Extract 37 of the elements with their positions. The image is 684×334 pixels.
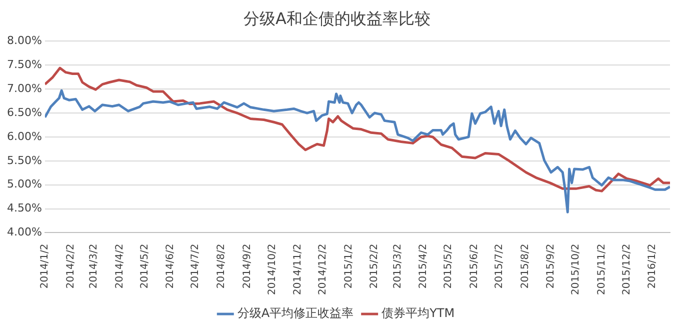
x-tick-label: 2015/11/2: [596, 244, 608, 296]
x-tick-label: 2015/8/2: [520, 244, 531, 289]
x-tick-label: 2016/1/2: [647, 244, 658, 289]
x-tick-label: 2015/6/2: [469, 244, 480, 289]
y-tick-label: 7.50%: [6, 58, 42, 71]
y-tick-label: 6.50%: [6, 106, 42, 119]
x-tick-label: 2014/7/2: [190, 244, 202, 289]
x-tick-label: 2014/9/2: [242, 244, 253, 289]
y-tick-label: 6.00%: [6, 130, 42, 143]
y-tick-label: 4.50%: [6, 202, 42, 215]
x-tick-label: 2015/7/2: [494, 244, 505, 289]
x-tick-label: 2015/12/2: [621, 244, 632, 296]
y-tick-label: 4.00%: [6, 226, 42, 239]
x-tick-label: 2015/9/2: [546, 244, 557, 289]
x-tick-label: 2014/4/2: [114, 244, 126, 289]
x-tick-label: 2015/5/2: [443, 244, 454, 289]
x-tick-label: 2014/8/2: [216, 244, 227, 289]
x-tick-label: 2014/5/2: [139, 244, 150, 289]
x-tick-label: 2014/3/2: [88, 244, 100, 289]
x-tick-label: 2014/11/2: [292, 244, 304, 296]
x-tick-label: 2014/12/2: [318, 244, 329, 296]
x-tick-label: 2014/1/2: [40, 244, 51, 289]
chart-title: 分级A和企债的收益率比较: [244, 8, 430, 28]
x-tick-label: 2014/2/2: [65, 244, 76, 289]
legend-label: 分级A平均修正收益率: [237, 306, 354, 320]
x-tick-label: 2015/4/2: [418, 244, 430, 289]
y-tick-label: 5.50%: [6, 154, 42, 167]
x-tick-label: 2014/6/2: [165, 244, 176, 289]
x-tick-label: 2014/10/2: [266, 244, 278, 296]
x-tick-label: 2015/2/2: [369, 244, 380, 289]
x-tick-label: 2015/1/2: [343, 244, 354, 289]
x-tick-label: 2015/3/2: [392, 244, 404, 289]
y-tick-label: 8.00%: [6, 34, 42, 48]
y-tick-label: 5.00%: [6, 178, 42, 191]
x-tick-label: 2015/10/2: [570, 244, 582, 296]
legend-label: 债券平均YTM: [382, 306, 455, 320]
y-tick-label: 7.00%: [6, 82, 42, 95]
